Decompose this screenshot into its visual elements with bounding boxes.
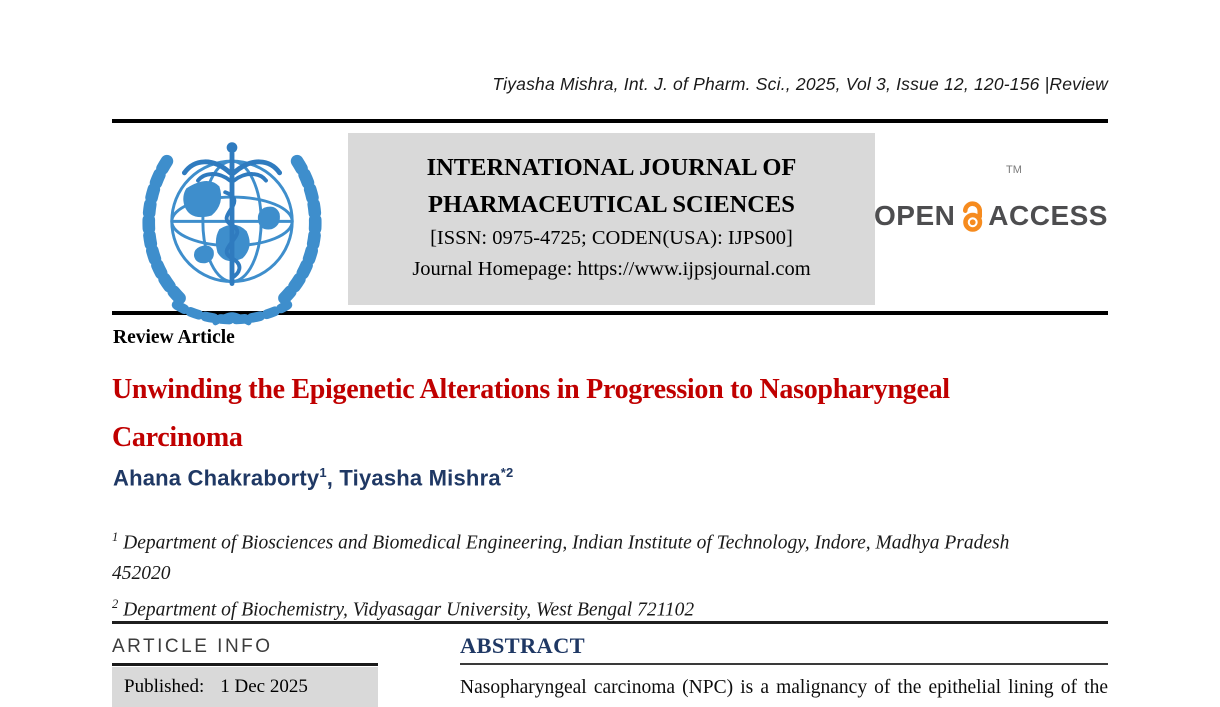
affiliation-1-mark: 1	[112, 530, 119, 544]
authors-separator: ,	[326, 465, 340, 491]
published-date: 1 Dec 2025	[220, 675, 308, 697]
open-lock-icon	[963, 201, 983, 232]
divider-article-info	[112, 621, 1108, 624]
article-title-line2: Carcinoma	[112, 422, 243, 453]
article-title-line1: Unwinding the Epigenetic Alterations in …	[112, 374, 950, 405]
masthead: INTERNATIONAL JOURNAL OF PHARMACEUTICAL …	[112, 128, 1108, 326]
journal-issn: [ISSN: 0975-4725; CODEN(USA): IJPS00]	[430, 227, 793, 249]
open-access-logo: OPEN ACCESS TM	[874, 156, 1108, 276]
abstract-text: Nasopharyngeal carcinoma (NPC) is a mali…	[460, 677, 1108, 698]
published-row: Published: 1 Dec 2025	[112, 666, 378, 707]
abstract-rule	[460, 663, 1108, 665]
article-info-heading: ARTICLE INFO	[112, 636, 273, 657]
article-info-panel: ARTICLE INFO Published: 1 Dec 2025	[112, 636, 378, 707]
journal-title-line2: PHARMACEUTICAL SCIENCES	[428, 191, 795, 218]
article-info-rule	[112, 663, 378, 666]
trademark-label: TM	[1006, 164, 1022, 176]
author-2-affmark: *2	[500, 465, 514, 480]
running-head-citation: Tiyasha Mishra, Int. J. of Pharm. Sci., …	[492, 74, 1108, 94]
author-1-name: Ahana Chakraborty	[113, 465, 320, 491]
divider-top	[112, 119, 1108, 123]
affiliation-2: 2 Department of Biochemistry, Vidyasagar…	[112, 589, 1072, 626]
published-label: Published:	[124, 675, 205, 697]
article-type-label: Review Article	[113, 327, 235, 348]
journal-homepage: Journal Homepage: https://www.ijpsjourna…	[412, 258, 811, 280]
author-1-affmark: 1	[319, 465, 327, 480]
affiliation-1-text: Department of Biosciences and Biomedical…	[112, 532, 1010, 584]
affiliation-2-text: Department of Biochemistry, Vidyasagar U…	[118, 599, 695, 620]
who-emblem-icon	[142, 142, 322, 326]
open-access-access-label: ACCESS	[988, 200, 1108, 231]
affiliation-2-mark: 2	[112, 596, 119, 611]
authors-line: Ahana Chakraborty1, Tiyasha Mishra*2	[113, 465, 513, 491]
affiliations: 1 Department of Biosciences and Biomedic…	[112, 522, 1072, 625]
article-title: Unwinding the Epigenetic Alterations in …	[112, 366, 1122, 462]
affiliation-1: 1 Department of Biosciences and Biomedic…	[112, 522, 1072, 589]
open-access-open-label: OPEN	[874, 200, 956, 231]
journal-title-line1: INTERNATIONAL JOURNAL OF	[426, 154, 797, 181]
abstract-panel: ABSTRACT Nasopharyngeal carcinoma (NPC) …	[460, 633, 1108, 702]
divider-masthead-bottom	[112, 311, 1108, 315]
abstract-heading: ABSTRACT	[460, 633, 585, 658]
author-2-name: Tiyasha Mishra	[339, 465, 501, 491]
journal-masthead-box: INTERNATIONAL JOURNAL OF PHARMACEUTICAL …	[348, 133, 875, 305]
